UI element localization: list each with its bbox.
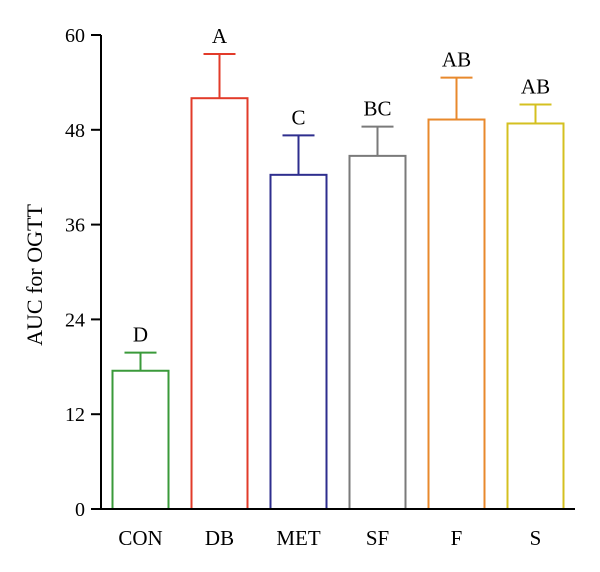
significance-label-db: A <box>212 24 228 48</box>
bar-sf <box>348 154 407 510</box>
y-tick-label: 36 <box>65 215 85 237</box>
y-axis-ticks: 0 12 24 36 48 60 <box>65 25 101 521</box>
x-axis-categories: CON DB MET SF F S <box>118 526 541 550</box>
significance-labels: D A C BC AB AB <box>133 24 550 347</box>
significance-label-con: D <box>133 323 148 347</box>
y-tick-label: 60 <box>65 25 85 47</box>
significance-label-s: AB <box>521 75 550 99</box>
y-axis-title: AUC for OGTT <box>22 204 47 346</box>
x-category-label-con: CON <box>118 526 162 550</box>
bar-f <box>427 118 486 510</box>
y-tick-label: 24 <box>65 309 85 331</box>
bar-s <box>506 122 565 510</box>
significance-label-met: C <box>291 105 305 129</box>
y-tick-label: 12 <box>65 404 85 426</box>
y-tick-label: 48 <box>65 120 85 142</box>
x-category-label-db: DB <box>205 526 234 550</box>
bar-con <box>111 369 170 510</box>
x-category-label-met: MET <box>276 526 321 550</box>
bar-met <box>269 173 328 511</box>
significance-label-f: AB <box>442 48 471 72</box>
significance-label-sf: BC <box>363 97 391 121</box>
error-bars <box>124 52 552 371</box>
x-category-label-s: S <box>530 526 542 550</box>
x-category-label-f: F <box>451 526 463 550</box>
bars <box>111 97 565 511</box>
y-tick-label: 0 <box>75 499 85 521</box>
bar-db <box>190 97 249 510</box>
x-category-label-sf: SF <box>366 526 389 550</box>
